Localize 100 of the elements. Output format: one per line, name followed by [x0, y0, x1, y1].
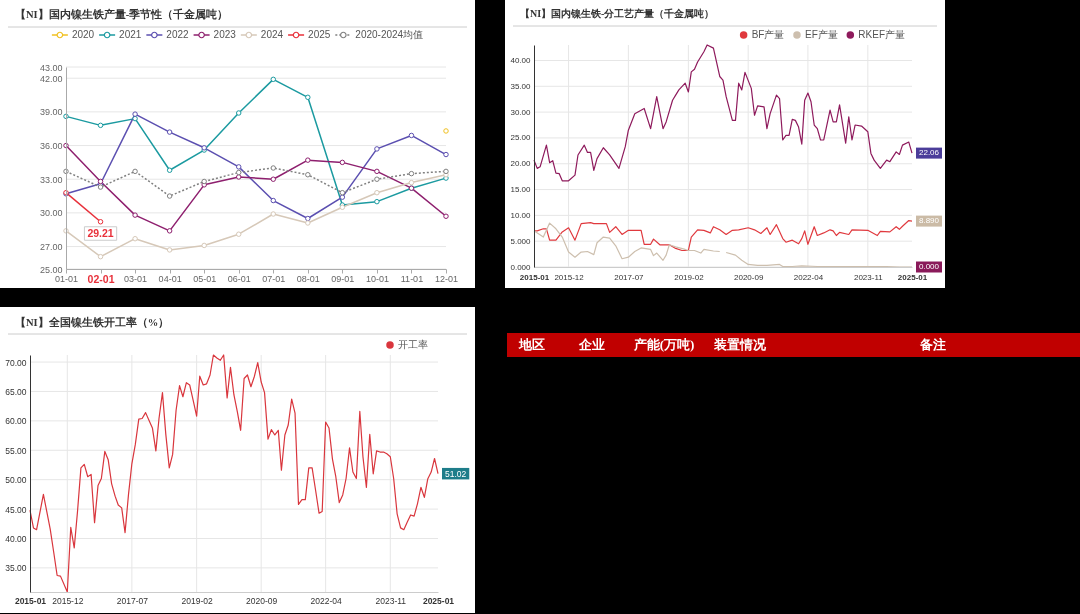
data-label: 29.21 [87, 226, 114, 239]
point [443, 151, 449, 158]
point [132, 111, 138, 117]
point [166, 228, 173, 234]
point [305, 172, 311, 178]
point [97, 122, 104, 129]
x-tick-label: 05-01 [193, 273, 217, 284]
point [201, 178, 207, 185]
legend-label: RKEF产量 [858, 29, 905, 40]
point [235, 169, 242, 176]
point [270, 197, 277, 204]
point [97, 219, 104, 225]
y-tick-label: 50.00 [5, 475, 27, 486]
x-tick-label: 2020-09 [246, 595, 278, 606]
point [339, 159, 346, 166]
x-tick-label: 2015-12 [554, 272, 585, 282]
point [132, 212, 138, 218]
point [305, 215, 311, 222]
point [132, 115, 138, 122]
point [166, 193, 173, 199]
x-tick-label: 02-01 [87, 272, 115, 285]
x-tick-label: 08-01 [296, 273, 320, 284]
point [63, 228, 69, 234]
point [374, 189, 380, 196]
legend-label: 2021 [119, 29, 142, 40]
x-tick-label: 2025-01 [422, 595, 455, 606]
point [443, 213, 449, 219]
y-tick-label: 10.00 [510, 210, 532, 220]
x-tick-label: 01-01 [54, 273, 79, 284]
point [166, 247, 173, 253]
x-tick-label: 2019-02 [674, 272, 705, 282]
point [201, 242, 207, 249]
point [201, 182, 207, 188]
y-tick-label: 25.00 [510, 133, 532, 143]
point [235, 174, 242, 180]
y-tick-label: 33.00 [39, 174, 63, 185]
y-tick-label: 15.00 [510, 185, 532, 195]
point [166, 167, 173, 173]
point [270, 211, 277, 217]
y-tick-label: 45.00 [5, 504, 27, 515]
point [408, 170, 415, 177]
point [305, 220, 311, 226]
y-tick-label: 5.000 [510, 236, 532, 246]
data-label: 0.000 [918, 262, 940, 271]
point [235, 110, 242, 116]
point [235, 164, 242, 170]
y-tick-label: 36.00 [39, 141, 63, 152]
y-tick-label: 65.00 [5, 386, 27, 397]
line-series [29, 354, 439, 593]
x-tick-label: 2022-04 [793, 272, 824, 282]
x-tick-label: 10-01 [365, 273, 389, 284]
x-tick-label: 2019-02 [181, 595, 214, 606]
point [408, 132, 415, 139]
point [374, 146, 380, 152]
point [374, 198, 380, 205]
text: 备注 [918, 337, 946, 352]
y-tick-label: 60.00 [5, 416, 27, 427]
x-tick-label: 06-01 [227, 273, 251, 284]
chart-title: 【NI】全国镍生铁开工率（%） [15, 316, 170, 329]
legend-label: EF产量 [804, 29, 838, 40]
data-label: 8.890 [918, 216, 940, 226]
point [270, 165, 277, 171]
legend-label: 2023 [213, 29, 237, 40]
point [270, 76, 277, 83]
text: 企业 [577, 337, 605, 352]
data-label: 22.06 [918, 148, 940, 158]
x-tick-label: 2015-12 [52, 595, 84, 606]
legend-label: 2020-2024均值 [355, 29, 424, 40]
point [132, 168, 138, 175]
y-tick-label: 40.00 [5, 533, 27, 544]
y-tick-label: 27.00 [39, 242, 63, 253]
y-tick-label: 25.00 [39, 264, 63, 275]
point [97, 253, 104, 260]
line-series [533, 219, 913, 252]
y-tick-label: 20.00 [510, 159, 532, 169]
point [305, 157, 311, 163]
point [166, 129, 173, 135]
y-tick-label: 42.00 [39, 73, 63, 84]
point [408, 179, 415, 186]
y-tick-label: 0.000 [510, 262, 532, 272]
x-tick-label: 2025-01 [897, 272, 928, 282]
point [132, 235, 138, 242]
x-tick-label: 2023-11 [853, 272, 884, 282]
point [339, 194, 346, 200]
x-tick-label: 09-01 [331, 273, 355, 284]
point [305, 94, 311, 101]
legend-label: 2025 [308, 29, 331, 40]
y-tick-label: 39.00 [39, 107, 63, 118]
y-tick-label: 70.00 [5, 357, 27, 368]
legend-label: 2020 [71, 29, 95, 40]
point [443, 168, 449, 175]
y-tick-label: 43.00 [39, 62, 63, 73]
chart-title: 【NI】国内镍生铁产量-季节性（千金属吨） [15, 8, 229, 21]
point [339, 189, 346, 196]
point [63, 142, 69, 149]
legend-label: 开工率 [398, 339, 428, 350]
point [63, 113, 69, 120]
x-tick-label: 04-01 [158, 273, 182, 284]
y-tick-label: 35.00 [510, 81, 532, 91]
y-tick-label: 35.00 [5, 563, 27, 574]
